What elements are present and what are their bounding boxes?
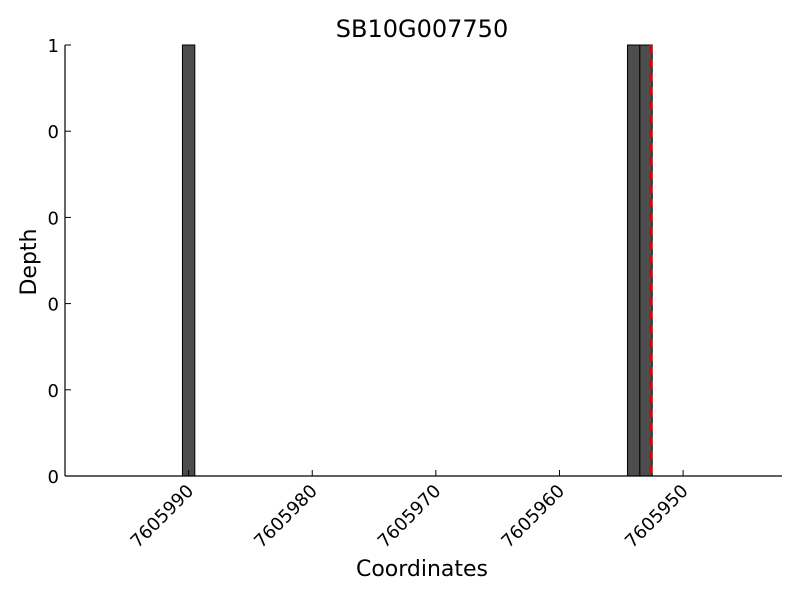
y-tick-label-4: 0 xyxy=(48,122,59,143)
bar-1 xyxy=(626,44,641,477)
x-tick-label-2: 7605970 xyxy=(374,481,446,553)
y-tick-label-2: 0 xyxy=(48,295,59,316)
y-axis-label: Depth xyxy=(17,228,42,295)
x-tick-label-3: 7605960 xyxy=(497,481,569,553)
x-tick-label-1: 7605980 xyxy=(250,481,322,553)
x-axis-label: Coordinates xyxy=(356,557,488,582)
y-tick-label-5: 1 xyxy=(48,36,59,57)
x-tick-label-4: 7605950 xyxy=(621,481,693,553)
plot-area: 0 0 0 0 0 1 7605990 7605980 7605970 7605960 760595… xyxy=(48,36,782,552)
y-tick-label-3: 0 xyxy=(48,208,59,229)
bar-0 xyxy=(181,44,196,477)
y-tick-label-1: 0 xyxy=(48,381,59,402)
y-tick-label-0: 0 xyxy=(48,467,59,488)
x-tick-label-0: 7605990 xyxy=(127,481,199,553)
chart-title: SB10G007750 xyxy=(336,15,508,43)
